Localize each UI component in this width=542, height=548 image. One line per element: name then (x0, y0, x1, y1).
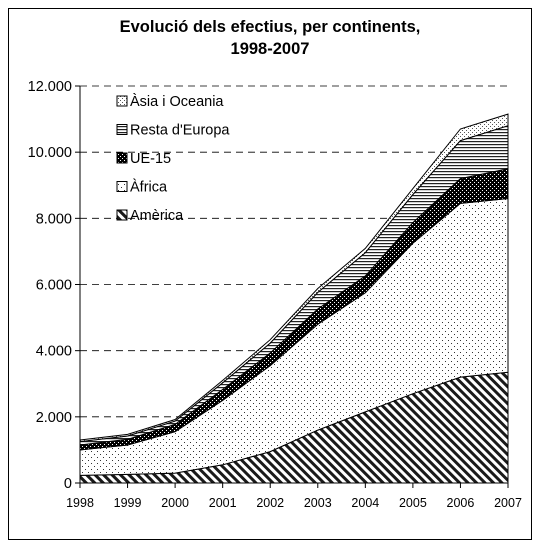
legend: Àsia i Oceania Resta d'Europa UE-15 Àfrica A… (116, 93, 230, 224)
y-tick-label: 12.000 (28, 79, 72, 95)
axes: 0 2.000 4.000 6.000 8.000 10.000 12.000 1998 199… (28, 79, 522, 510)
x-tick-label: 1999 (114, 496, 142, 510)
x-tick-label: 2006 (447, 496, 475, 510)
legend-label-resta-d-europa: Resta d'Europa (130, 123, 230, 139)
x-tick-label: 2007 (494, 496, 522, 510)
series-area-asia-i-oceania (79, 113, 509, 443)
x-tick-label: 2002 (256, 496, 284, 510)
legend-swatch-america (116, 209, 128, 221)
y-tick-label: 0 (64, 476, 72, 492)
x-tick-label: 2003 (304, 496, 332, 510)
legend-swatch-ue-15 (116, 152, 128, 164)
y-tick-label: 8.000 (36, 211, 72, 227)
x-tick-label: 2000 (161, 496, 189, 510)
y-tick-label: 10.000 (28, 145, 72, 161)
legend-swatch-asia-i-oceania (116, 95, 128, 107)
chart-title-line-1: Evolució dels efectius, per continents, (119, 18, 421, 36)
x-tick-label: 2004 (351, 496, 379, 510)
x-tick-label: 2001 (209, 496, 237, 510)
legend-label-america: Amèrica (130, 208, 184, 224)
legend-label-asia-i-oceania: Àsia i Oceania (130, 93, 224, 110)
y-tick-label: 6.000 (36, 278, 72, 294)
legend-swatch-africa (116, 181, 128, 192)
chart-title: Evolució dels efectius, per continents, … (8, 16, 532, 60)
y-tick-label: 2.000 (36, 410, 72, 426)
legend-label-ue-15: UE-15 (130, 151, 171, 167)
y-tick-label: 4.000 (36, 344, 72, 360)
x-tick-label: 1998 (66, 496, 94, 510)
legend-label-africa: Àfrica (130, 179, 168, 196)
series-areas (79, 113, 509, 484)
chart-title-line-2: 1998-2007 (230, 40, 310, 58)
legend-swatch-resta-d-europa (116, 124, 128, 135)
x-tick-label: 2005 (399, 496, 427, 510)
